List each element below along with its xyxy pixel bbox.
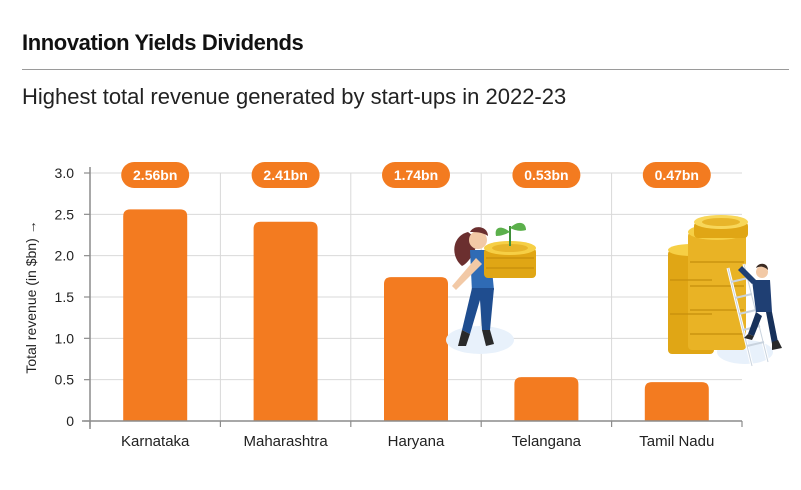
data-label: 0.47bn bbox=[655, 167, 699, 183]
woman-carrying-coins-illustration bbox=[446, 222, 536, 354]
y-tick-label: 2.0 bbox=[55, 248, 75, 264]
value-pill bbox=[121, 162, 190, 188]
data-label: 2.56bn bbox=[133, 167, 177, 183]
bar bbox=[514, 377, 579, 421]
value-pill bbox=[251, 162, 320, 188]
man-climbing-coin-stacks-illustration bbox=[668, 215, 782, 367]
x-tick-label: Maharashtra bbox=[243, 433, 328, 450]
bar bbox=[253, 221, 318, 421]
y-tick-label: 0 bbox=[66, 413, 74, 429]
y-axis-title: Total revenue (in $bn) → bbox=[23, 220, 39, 373]
y-tick-label: 3.0 bbox=[55, 165, 75, 181]
value-pill bbox=[382, 162, 450, 188]
value-pill bbox=[512, 162, 581, 188]
labels-layer: 0 0.5 1.0 1.5 2.0 2.5 3.0 2.56bn Karnataka 2.41bn… bbox=[23, 162, 714, 450]
bars-layer bbox=[123, 209, 709, 421]
value-pill bbox=[642, 162, 711, 188]
bar bbox=[123, 209, 188, 421]
y-tick-label: 1.5 bbox=[55, 289, 75, 305]
x-tick-label: Karnataka bbox=[121, 433, 190, 450]
data-label: 2.41bn bbox=[263, 167, 307, 183]
data-label: 0.53bn bbox=[524, 167, 568, 183]
bar bbox=[644, 382, 709, 421]
y-tick-label: 2.5 bbox=[55, 206, 75, 222]
x-tick-label: Tamil Nadu bbox=[639, 433, 714, 450]
x-tick-label: Telangana bbox=[512, 433, 582, 450]
chart-subtitle: Highest total revenue generated by start… bbox=[22, 84, 567, 109]
x-tick-label: Haryana bbox=[388, 433, 445, 450]
y-tick-label: 0.5 bbox=[55, 372, 75, 388]
bar bbox=[384, 277, 448, 421]
chart-heading: Innovation Yields Dividends bbox=[22, 30, 304, 55]
y-tick-label: 1.0 bbox=[55, 330, 75, 346]
data-label: 1.74bn bbox=[394, 167, 438, 183]
heading-divider bbox=[22, 69, 789, 70]
axis-layer bbox=[82, 167, 743, 429]
